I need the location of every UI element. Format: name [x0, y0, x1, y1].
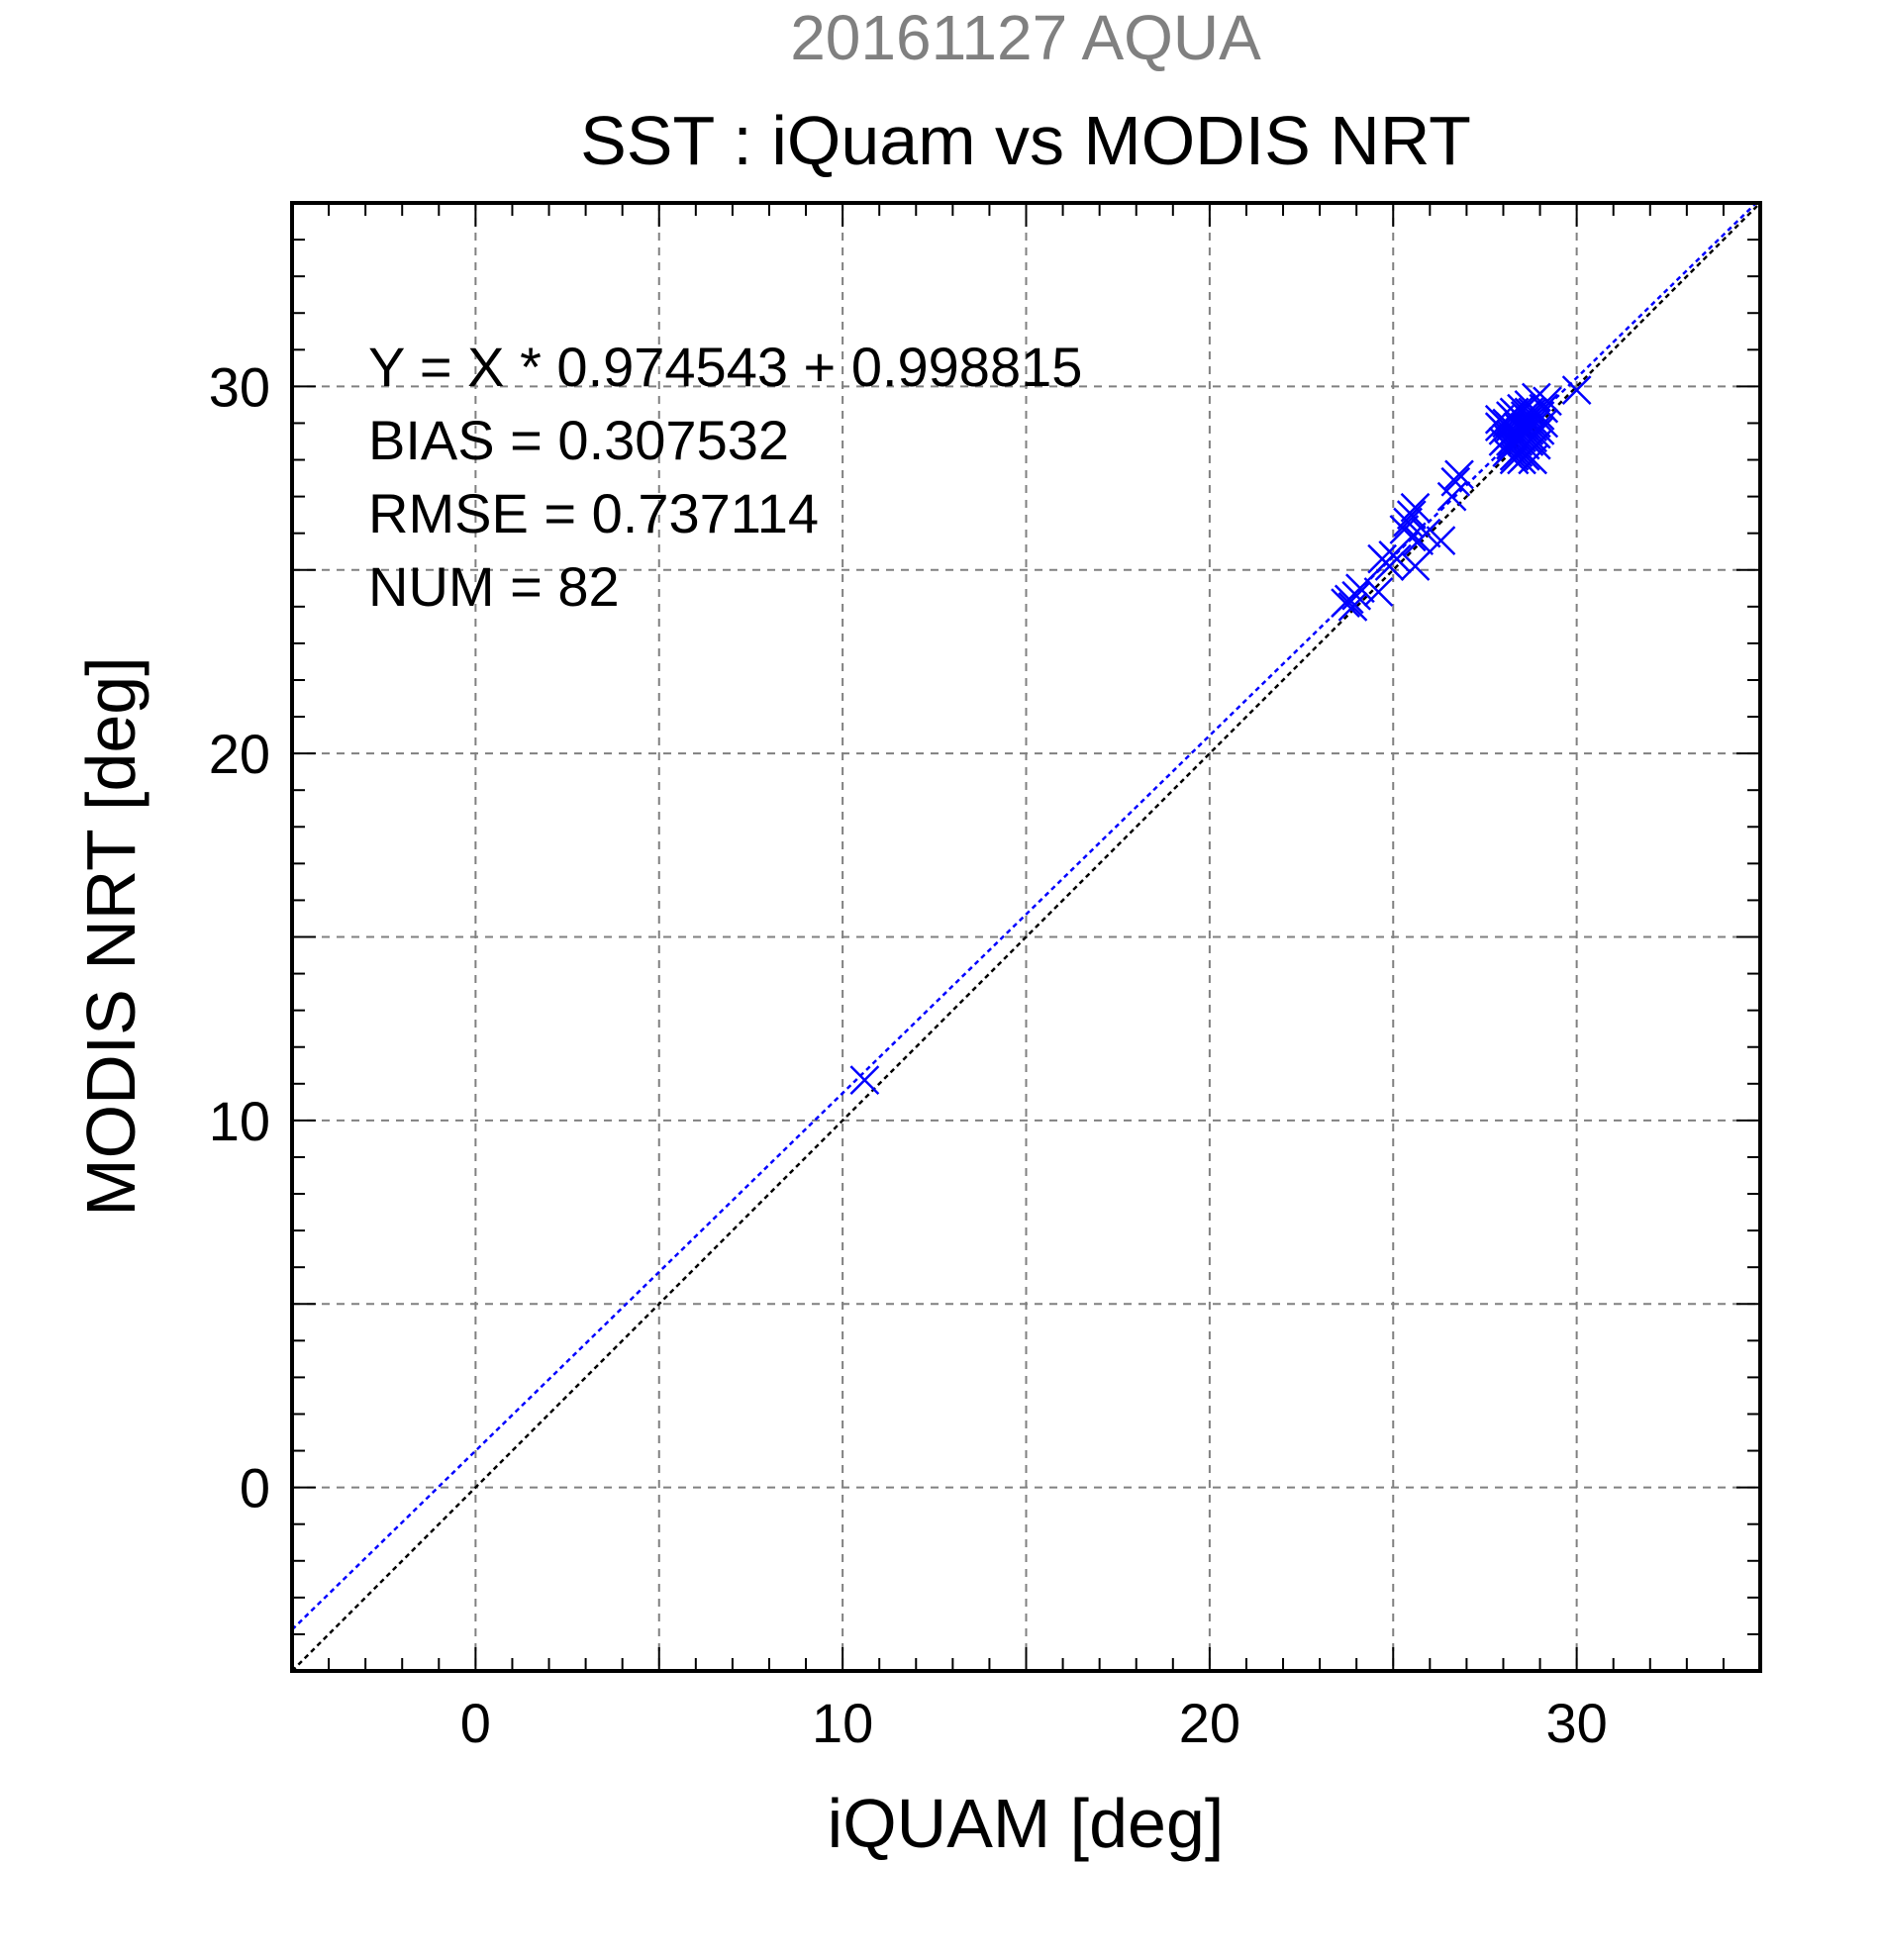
x-tick-label: 20 [1179, 1692, 1240, 1754]
chart-title: SST : iQuam vs MODIS NRT [580, 102, 1471, 179]
x-axis-label: iQUAM [deg] [828, 1785, 1225, 1862]
data-point [1503, 423, 1534, 453]
y-tick-label: 10 [209, 1090, 270, 1152]
x-tick-label: 30 [1545, 1692, 1607, 1754]
y-tick-label: 20 [209, 723, 270, 785]
y-axis-label: MODIS NRT [deg] [72, 656, 149, 1216]
y-tick-label: 30 [209, 355, 270, 418]
stats-bias: BIAS = 0.307532 [368, 409, 789, 471]
data-point [1426, 526, 1456, 555]
data-point [1529, 408, 1559, 439]
data-point [1396, 500, 1427, 531]
data-point [1411, 518, 1441, 548]
fit-line [292, 203, 1758, 1631]
data-point [1400, 551, 1431, 581]
data-point [1337, 591, 1368, 622]
stats-num: NUM = 82 [368, 555, 620, 618]
y-tick-labels: 0 10 20 30 [209, 355, 270, 1519]
data-point [849, 1065, 880, 1095]
stats-equation: Y = X * 0.974543 + 0.998815 [368, 336, 1082, 398]
x-tick-label: 10 [812, 1692, 873, 1754]
data-point [1444, 459, 1474, 490]
data-point [1440, 466, 1471, 497]
x-tick-label: 0 [460, 1692, 491, 1754]
grid-lines [292, 203, 1760, 1671]
data-point [1521, 430, 1551, 460]
data-point [1344, 573, 1375, 604]
data-point [1561, 375, 1592, 405]
plot-frame [290, 201, 1762, 1673]
data-point [1382, 543, 1412, 574]
stats-rmse: RMSE = 0.737114 [368, 482, 819, 544]
data-point [1363, 577, 1394, 607]
data-points [849, 375, 1592, 1095]
x-tick-labels: 0 10 20 30 [460, 1692, 1608, 1754]
axis-ticks [292, 203, 1760, 1671]
chart-suptitle: 20161127 AQUA [790, 2, 1261, 73]
data-point [1400, 492, 1431, 523]
y-tick-label: 0 [240, 1457, 270, 1519]
